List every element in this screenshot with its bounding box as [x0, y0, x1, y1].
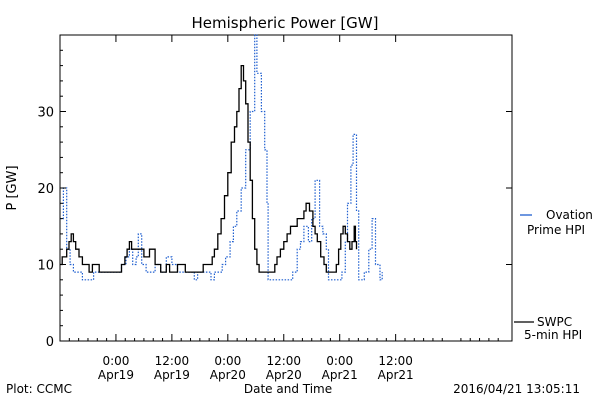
x-tick-date: Apr20 [210, 368, 246, 382]
x-axis-label: Date and Time [244, 382, 332, 396]
x-tick-date: Apr21 [322, 368, 358, 382]
x-tick-time: 12:00 [378, 354, 413, 368]
legend-swpc-label-1: SWPC [537, 315, 572, 329]
x-tick-date: Apr19 [154, 368, 190, 382]
x-tick-date: Apr21 [378, 368, 414, 382]
x-tick-time: 0:00 [326, 354, 353, 368]
ovation-prime-series-line [60, 34, 383, 281]
plot-area-frame [59, 34, 513, 342]
legend-ovation: Ovation Prime HPI [520, 208, 593, 237]
series-layer [60, 34, 383, 281]
y-tick-label: 10 [37, 259, 54, 274]
legend-swpc: SWPC 5-min HPI [514, 315, 582, 342]
x-tick-time: 0:00 [102, 354, 129, 368]
x-axis: 0:00Apr1912:00Apr190:00Apr2012:00Apr200:… [68, 35, 499, 382]
y-tick-label: 20 [37, 182, 54, 197]
swpc-series-line [60, 64, 358, 273]
y-tick-label: 0 [46, 335, 54, 350]
y-tick-label: 30 [37, 106, 54, 121]
timestamp: 2016/04/21 13:05:11 [453, 382, 580, 396]
legend-swpc-label-2: 5-min HPI [524, 328, 582, 342]
y-axis: 0 10 20 30 [37, 49, 512, 350]
legend-ovation-label-1: Ovation [546, 208, 593, 222]
y-axis-label: P [GW] [5, 165, 20, 210]
x-tick-time: 0:00 [214, 354, 241, 368]
x-tick-date: Apr20 [266, 368, 302, 382]
x-tick-date: Apr19 [98, 368, 134, 382]
legend-ovation-label-2: Prime HPI [527, 223, 585, 237]
x-tick-time: 12:00 [266, 354, 301, 368]
x-tick-time: 12:00 [155, 354, 190, 368]
plot-credit: Plot: CCMC [6, 382, 72, 396]
chart-title: Hemispheric Power [GW] [192, 14, 379, 32]
